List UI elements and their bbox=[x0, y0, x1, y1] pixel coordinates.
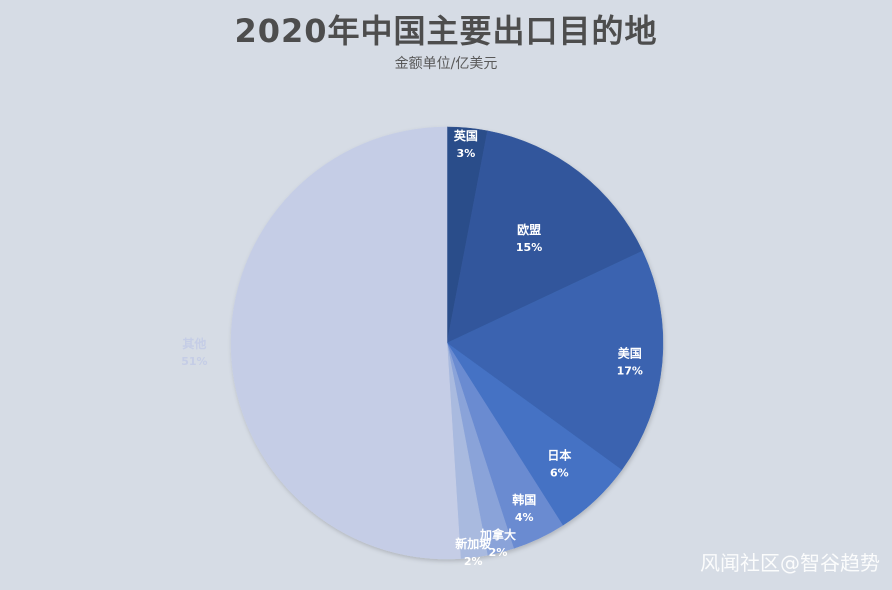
slice-percent-label: 15% bbox=[516, 241, 542, 254]
slice-category-label: 韩国 bbox=[512, 492, 536, 507]
slice-category-label: 欧盟 bbox=[517, 222, 541, 237]
watermark: 风闻社区@智谷趋势 bbox=[700, 551, 880, 575]
pie-slice-8 bbox=[230, 126, 461, 560]
slice-category-label: 新加坡 bbox=[455, 536, 492, 551]
slice-percent-label: 2% bbox=[489, 546, 508, 559]
slice-category-label: 美国 bbox=[618, 345, 642, 360]
slice-category-label: 加拿大 bbox=[479, 527, 516, 542]
pie-slice-2 bbox=[446, 130, 643, 344]
slice-percent-label: 51% bbox=[181, 355, 207, 368]
pie-slices bbox=[230, 126, 664, 560]
chart-subtitle: 金额单位/亿美元 bbox=[394, 56, 498, 72]
slice-category-label: 日本 bbox=[547, 448, 571, 463]
pie-slice-3 bbox=[446, 250, 664, 471]
slice-category-label: 其他 bbox=[182, 336, 206, 351]
slice-category-label: 英国 bbox=[454, 128, 478, 143]
slice-percent-label: 3% bbox=[457, 147, 476, 160]
slice-percent-label: 2% bbox=[464, 555, 483, 568]
chart-title: 2020年中国主要出口目的地 bbox=[234, 12, 658, 50]
slice-percent-label: 17% bbox=[617, 364, 643, 377]
slice-percent-label: 4% bbox=[515, 511, 534, 524]
slice-percent-label: 6% bbox=[550, 467, 569, 480]
